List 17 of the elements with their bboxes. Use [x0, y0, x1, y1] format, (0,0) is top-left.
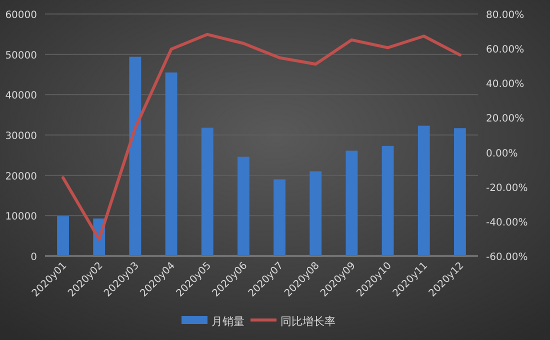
y-tick-label: 10000 — [5, 212, 37, 223]
y2-tick-label: -40.00% — [486, 217, 528, 228]
y-tick-label: 50000 — [5, 50, 37, 62]
y2-tick-label: -20.00% — [486, 182, 528, 194]
legend-label: 同比增长率 — [280, 315, 336, 328]
y2-tick-label: 40.00% — [486, 79, 524, 90]
y-tick-label: 20000 — [5, 171, 37, 182]
y2-tick-label: 60.00% — [486, 44, 524, 56]
y-tick-label: 40000 — [5, 90, 37, 102]
y2-tick-label: 20.00% — [486, 114, 524, 125]
y2-tick-label: 80.00% — [486, 10, 524, 21]
y2-tick-label: -60.00% — [486, 252, 528, 263]
y-tick-label: 30000 — [5, 131, 37, 142]
y-tick-label: 0 — [30, 252, 37, 263]
legend-label: 月销量 — [212, 315, 244, 328]
y2-tick-label: 0.00% — [486, 148, 518, 160]
y-tick-label: 60000 — [5, 10, 37, 21]
